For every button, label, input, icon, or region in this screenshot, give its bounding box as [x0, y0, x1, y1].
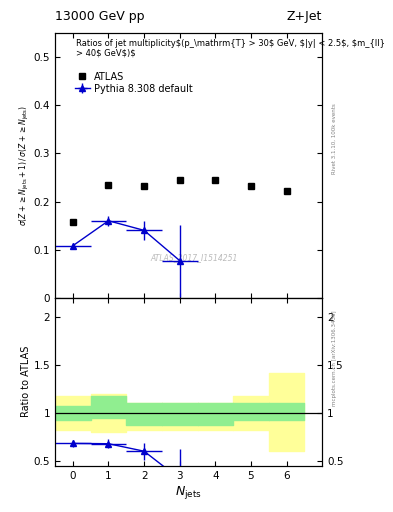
Y-axis label: Ratio to ATLAS: Ratio to ATLAS	[21, 346, 31, 417]
ATLAS	[249, 183, 253, 189]
Text: mcplots.cern.ch [arXiv:1306.3436]: mcplots.cern.ch [arXiv:1306.3436]	[332, 311, 337, 406]
Text: ATLAS_2017_I1514251: ATLAS_2017_I1514251	[150, 253, 238, 263]
Text: 13000 GeV pp: 13000 GeV pp	[55, 10, 145, 23]
Text: Rivet 3.1.10, 100k events: Rivet 3.1.10, 100k events	[332, 103, 337, 174]
ATLAS	[142, 183, 147, 189]
Text: Z+Jet: Z+Jet	[287, 10, 322, 23]
Line: ATLAS: ATLAS	[69, 177, 290, 225]
ATLAS	[284, 188, 289, 194]
ATLAS	[70, 219, 75, 225]
ATLAS	[177, 177, 182, 183]
Legend: ATLAS, Pythia 8.308 default: ATLAS, Pythia 8.308 default	[73, 70, 195, 96]
X-axis label: $N_\mathrm{jets}$: $N_\mathrm{jets}$	[175, 483, 202, 501]
ATLAS	[106, 182, 111, 188]
Text: Ratios of jet multiplicity$(p_\mathrm{T} > 30$ GeV, $|y| < 2.5$, $m_{ll} > 40$ G: Ratios of jet multiplicity$(p_\mathrm{T}…	[76, 38, 386, 58]
ATLAS	[213, 177, 218, 183]
Y-axis label: $\sigma(Z + \geq N_\mathrm{jets}+1)\,/\,\sigma(Z + \geq N_\mathrm{jets})$: $\sigma(Z + \geq N_\mathrm{jets}+1)\,/\,…	[18, 105, 31, 226]
